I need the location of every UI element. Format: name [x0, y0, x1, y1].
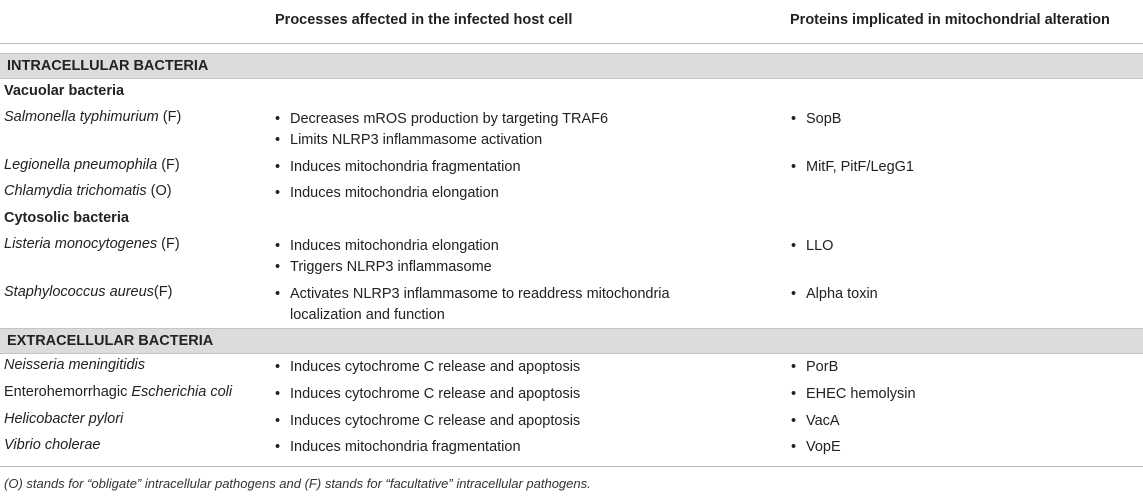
- list-item: • Induces cytochrome C release and apopto…: [273, 357, 743, 378]
- protein-list: • VacA: [789, 411, 1129, 432]
- organism-name: Vibrio cholerae: [4, 437, 101, 453]
- bullet-icon: •: [275, 359, 281, 375]
- protein-list: • Alpha toxin: [789, 284, 1129, 305]
- list-item: • Induces mitochondria fragmentation: [273, 157, 743, 178]
- header-processes: Processes affected in the infected host …: [275, 12, 573, 28]
- table-header: Processes affected in the infected host …: [0, 0, 1143, 44]
- list-item: • MitF, PitF/LegG1: [789, 157, 1129, 178]
- organism-name: Staphylococcus aureus(F): [4, 284, 173, 300]
- process-list: • Induces mitochondria fragmentation: [273, 157, 743, 178]
- header-proteins: Proteins implicated in mitochondrial alt…: [790, 12, 1110, 28]
- organism-name: Chlamydia trichomatis (O): [4, 183, 172, 199]
- bullet-icon: •: [275, 238, 281, 254]
- bullet-icon: •: [275, 386, 281, 402]
- bullet-icon: •: [275, 413, 281, 429]
- list-item: • Limits NLRP3 inflammasome activation: [273, 130, 743, 151]
- subgroup-cytosolic: Cytosolic bacteria: [4, 210, 129, 226]
- table-footnote: (O) stands for “obligate” intracellular …: [4, 476, 591, 491]
- process-list: • Decreases mROS production by targeting …: [273, 109, 743, 151]
- list-item: • EHEC hemolysin: [789, 384, 1129, 405]
- list-item: • Decreases mROS production by targeting …: [273, 109, 743, 130]
- bullet-icon: •: [791, 359, 797, 375]
- process-list: • Induces cytochrome C release and apopto…: [273, 384, 743, 405]
- process-list: • Induces mitochondria elongation: [273, 183, 743, 204]
- group-extracellular: EXTRACELLULAR BACTERIA: [0, 328, 1143, 354]
- bullet-icon: •: [275, 439, 281, 455]
- organism-name: Legionella pneumophila (F): [4, 157, 180, 173]
- protein-list: • LLO: [789, 236, 1129, 257]
- group-intracellular-label: INTRACELLULAR BACTERIA: [7, 58, 209, 74]
- list-item: • Triggers NLRP3 inflammasome: [273, 257, 743, 278]
- bullet-icon: •: [791, 413, 797, 429]
- protein-list: • EHEC hemolysin: [789, 384, 1129, 405]
- bullet-icon: •: [275, 259, 281, 275]
- organism-name: Neisseria meningitidis: [4, 357, 146, 373]
- list-item: • SopB: [789, 109, 1129, 130]
- bullet-icon: •: [791, 439, 797, 455]
- process-list: • Induces mitochondria elongation • Trigge…: [273, 236, 743, 278]
- organism-name: Salmonella typhimurium (F): [4, 109, 182, 125]
- process-list: • Induces cytochrome C release and apopto…: [273, 357, 743, 378]
- list-item: • Alpha toxin: [789, 284, 1129, 305]
- subgroup-vacuolar: Vacuolar bacteria: [4, 83, 125, 99]
- list-item: • Activates NLRP3 inflammasome to readdre…: [275, 286, 670, 323]
- protein-list: • MitF, PitF/LegG1: [789, 157, 1129, 178]
- bullet-icon: •: [791, 159, 797, 175]
- bullet-icon: •: [275, 159, 281, 175]
- group-intracellular: INTRACELLULAR BACTERIA: [0, 53, 1143, 79]
- bullet-icon: •: [791, 111, 797, 127]
- process-list: • Activates NLRP3 inflammasome to readdre…: [273, 284, 743, 326]
- list-item: • PorB: [789, 357, 1129, 378]
- list-item: • VacA: [789, 411, 1129, 432]
- list-item: • Induces mitochondria elongation: [273, 236, 743, 257]
- organism-name: Listeria monocytogenes (F): [4, 236, 180, 252]
- process-list: • Induces cytochrome C release and apopto…: [273, 411, 743, 432]
- bullet-icon: •: [275, 111, 281, 127]
- bullet-icon: •: [791, 238, 797, 254]
- protein-list: • SopB: [789, 109, 1129, 130]
- list-item: • LLO: [789, 236, 1129, 257]
- list-item: • Induces mitochondria elongation: [273, 183, 743, 204]
- process-list: • Induces mitochondria fragmentation: [273, 437, 743, 458]
- group-extracellular-label: EXTRACELLULAR BACTERIA: [7, 333, 214, 349]
- bullet-icon: •: [275, 185, 281, 201]
- bullet-icon: •: [791, 286, 797, 302]
- organism-name: Enterohemorrhagic Escherichia coli: [4, 384, 233, 400]
- bullet-icon: •: [275, 286, 281, 302]
- list-item: • Induces mitochondria fragmentation: [273, 437, 743, 458]
- list-item: • VopE: [789, 437, 1129, 458]
- bullet-icon: •: [275, 132, 281, 148]
- protein-list: • PorB: [789, 357, 1129, 378]
- organism-name: Helicobacter pylori: [4, 411, 124, 427]
- bullet-icon: •: [791, 386, 797, 402]
- list-item: • Induces cytochrome C release and apopto…: [273, 384, 743, 405]
- protein-list: • VopE: [789, 437, 1129, 458]
- table-bottom-rule: [0, 466, 1143, 467]
- list-item: • Induces cytochrome C release and apopto…: [273, 411, 743, 432]
